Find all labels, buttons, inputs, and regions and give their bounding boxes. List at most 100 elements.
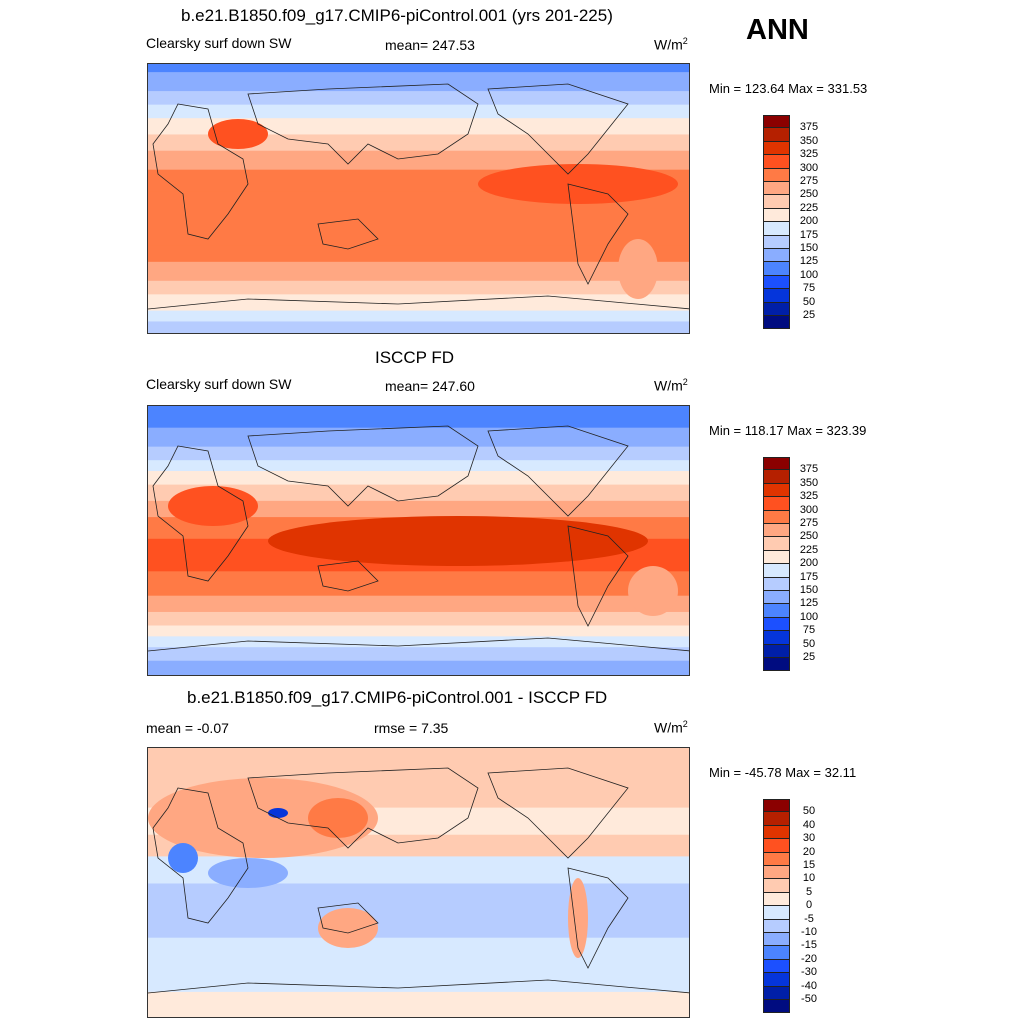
colorbar-tick-label: 225 — [799, 201, 819, 214]
colorbar-tick-label: -5 — [804, 912, 814, 925]
colorbar-box — [763, 510, 790, 524]
colorbar-box — [763, 524, 790, 538]
coastline — [487, 83, 629, 175]
contour-region — [318, 908, 378, 948]
colorbar-tick-label: 20 — [802, 845, 816, 858]
contour-region — [308, 798, 368, 838]
contour-band — [148, 748, 689, 777]
colorbar-box — [763, 812, 790, 826]
colorbar-box — [763, 591, 790, 605]
contour-band — [148, 460, 689, 473]
coastline — [567, 525, 629, 627]
colorbar-tick-label: 200 — [799, 557, 819, 570]
colorbar-box — [763, 470, 790, 484]
colorbar-tick-label: 50 — [802, 295, 816, 308]
colorbar-box — [763, 195, 790, 209]
colorbar-tick-label: 250 — [799, 530, 819, 543]
colorbar-tick-label: 25 — [802, 309, 816, 321]
contour-band — [148, 446, 689, 462]
contour-band — [148, 245, 689, 263]
colorbar-tick-label: 175 — [799, 570, 819, 583]
coastline — [148, 295, 689, 310]
colorbar-tick-label: 250 — [799, 188, 819, 201]
coastline — [247, 767, 479, 849]
colorbar-box — [763, 115, 790, 129]
contour-band — [148, 883, 689, 912]
colorbar-box — [763, 316, 790, 330]
colorbar-box — [763, 537, 790, 551]
contour-band — [148, 406, 689, 429]
map-plot — [147, 747, 690, 1018]
colorbar-box — [763, 577, 790, 591]
colorbar-box — [763, 289, 790, 303]
units-label: W/m2 — [654, 719, 688, 736]
colorbar-tick-label: 175 — [799, 228, 819, 241]
contour-band — [148, 660, 689, 675]
colorbar-box — [763, 866, 790, 880]
colorbar-tick-label: 10 — [802, 872, 816, 885]
colorbar-tick-label: 25 — [802, 651, 816, 663]
map-plot — [147, 405, 690, 676]
colorbar-tick-label: 100 — [799, 610, 819, 623]
coastline — [567, 867, 629, 969]
colorbar-tick-label: 125 — [799, 597, 819, 610]
colorbar-box — [763, 262, 790, 276]
coastline — [148, 979, 689, 994]
colorbar-box — [763, 986, 790, 1000]
contour-band — [148, 964, 689, 993]
contour-band — [148, 321, 689, 333]
rmse-label: rmse = 7.35 — [374, 720, 449, 736]
coastline — [317, 218, 379, 250]
variable-label: Clearsky surf down SW — [146, 35, 292, 51]
colorbar-box — [763, 249, 790, 263]
colorbar-tick-label: -10 — [801, 926, 817, 938]
colorbar-tick-label: 100 — [799, 268, 819, 281]
contour-region — [148, 778, 378, 858]
colorbar-tick-label: 50 — [802, 805, 816, 818]
colorbar-tick-label: 40 — [802, 818, 816, 831]
colorbar-box — [763, 617, 790, 632]
colorbar-box — [763, 155, 790, 169]
colorbar-box — [763, 222, 790, 236]
contour-band — [148, 611, 689, 627]
contour-region — [268, 516, 648, 566]
coastline — [247, 425, 479, 507]
contour-band — [148, 571, 689, 597]
contour-band — [148, 471, 689, 486]
min-max-label: Min = 123.64 Max = 331.53 — [709, 81, 868, 96]
colorbar-tick-label: 150 — [799, 584, 819, 596]
panel-title: b.e21.B1850.f09_g17.CMIP6-piControl.001 … — [181, 6, 613, 25]
colorbar-tick-label: 125 — [799, 255, 819, 268]
contour-region — [168, 843, 198, 873]
colorbar-tick-label: 325 — [799, 490, 819, 503]
colorbar-box — [763, 879, 790, 893]
contour-band — [148, 636, 689, 649]
contour-band — [148, 937, 689, 966]
min-max-label: Min = -45.78 Max = 32.11 — [709, 765, 857, 780]
contour-band — [148, 625, 689, 638]
colorbar-box — [763, 825, 790, 840]
colorbar-tick-label: 75 — [802, 282, 816, 295]
colorbar-box — [763, 799, 790, 813]
colorbar-tick-label: -30 — [801, 966, 817, 979]
contour-band — [148, 91, 689, 106]
contour-band — [148, 104, 689, 120]
colorbar-box — [763, 483, 790, 498]
colorbar-box — [763, 208, 790, 223]
coastline — [487, 425, 629, 517]
contour-region — [208, 119, 268, 149]
colorbar-box — [763, 604, 790, 618]
colorbar-tick-label: 300 — [799, 503, 819, 516]
colorbar-box — [763, 852, 790, 866]
contour-band — [148, 991, 689, 1017]
coastline — [317, 902, 379, 934]
mean-label: mean= 247.53 — [385, 37, 475, 53]
mean-label: mean = -0.07 — [146, 720, 229, 736]
colorbar-box — [763, 933, 790, 947]
coastline — [152, 445, 249, 582]
contour-region — [168, 486, 258, 526]
colorbar-box — [763, 919, 790, 933]
colorbar-tick-label: 275 — [799, 517, 819, 529]
colorbar-box — [763, 275, 790, 290]
colorbar-tick-label: -50 — [801, 993, 817, 1005]
